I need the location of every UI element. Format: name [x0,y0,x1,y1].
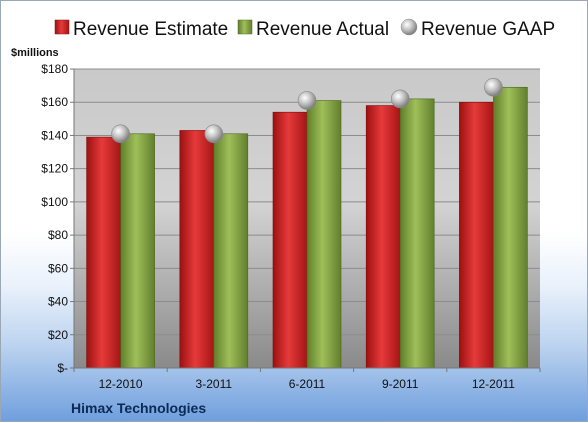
bar-revenue-estimate [179,130,215,369]
legend-label-revenue-actual: Revenue Actual [256,19,389,40]
legend-swatch-revenue-gaap [400,18,418,36]
bar-revenue-actual [493,86,528,369]
bar-revenue-actual [399,98,435,369]
gaap-markers [111,77,503,144]
bar-revenue-estimate [459,101,494,369]
x-tick-label: 12-2011 [472,377,515,391]
bar-revenue-actual [213,133,249,369]
legend-swatch-revenue-estimate [54,19,70,35]
y-axis-ticks: $- $20 $40 $60 $80 $100 $120 $140 $160 $180 [41,62,74,375]
legend-item-revenue-gaap: Revenue GAAP [400,18,555,40]
marker-revenue-gaap [111,124,130,144]
marker-revenue-gaap [390,89,410,109]
company-name: Himax Technologies [71,400,206,416]
legend: Revenue Estimate Revenue Actual Revenue … [54,18,555,40]
marker-revenue-gaap [484,77,503,97]
marker-revenue-gaap [297,91,317,110]
bar-revenue-actual [306,100,342,369]
x-tick-label: 3-2011 [196,377,233,391]
y-tick-label: $100 [41,195,68,209]
bars [86,86,528,369]
y-tick-label: $160 [41,95,68,109]
bar-revenue-estimate [365,105,401,369]
x-axis-ticks: 12-2010 3-2011 6-2011 9-2011 12-2011 [73,368,541,391]
y-axis-unit-label: $millions [11,47,59,59]
marker-revenue-gaap [204,124,224,144]
bar-revenue-actual [120,133,155,369]
legend-item-revenue-estimate: Revenue Estimate [54,19,228,40]
y-tick-label: $120 [41,162,68,176]
y-tick-label: $180 [41,62,68,76]
bar-revenue-estimate [272,111,308,369]
y-tick-label: $20 [48,328,68,342]
x-tick-label: 9-2011 [382,377,419,391]
y-tick-label: $60 [48,261,68,275]
legend-label-revenue-estimate: Revenue Estimate [73,19,228,40]
x-tick-label: 12-2010 [99,377,143,391]
legend-label-revenue-gaap: Revenue GAAP [421,19,555,40]
legend-swatch-revenue-actual [237,19,253,35]
y-tick-label: $40 [48,295,68,309]
y-tick-label: $- [57,361,68,375]
bar-revenue-estimate [86,136,121,369]
x-tick-label: 6-2011 [289,377,326,391]
y-tick-label: $80 [48,228,68,242]
y-tick-label: $140 [41,128,68,142]
legend-item-revenue-actual: Revenue Actual [237,19,389,40]
